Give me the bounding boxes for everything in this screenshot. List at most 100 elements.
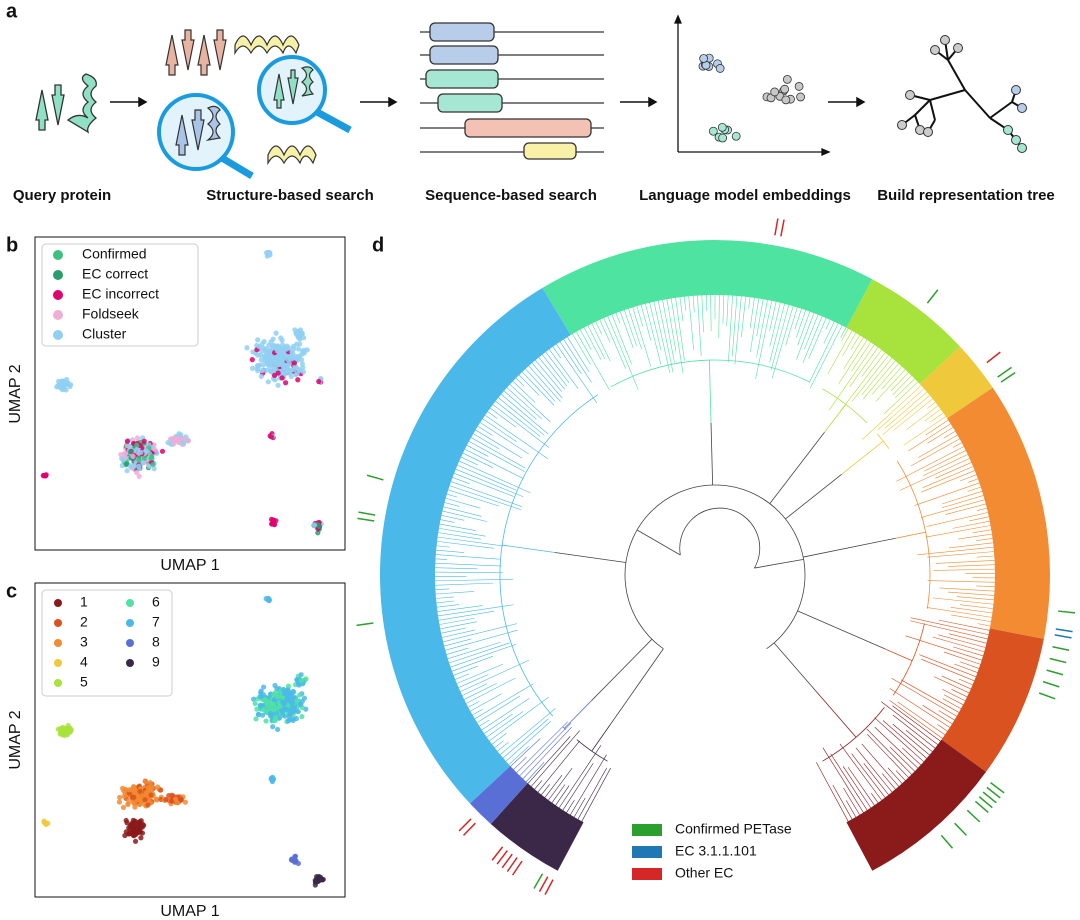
point: [137, 788, 143, 795]
point: [65, 723, 71, 729]
branch: [512, 756, 527, 771]
branch: [440, 627, 466, 634]
branch: [976, 538, 994, 541]
plot-frame: [34, 236, 346, 551]
branch: [440, 514, 465, 521]
branch: [443, 501, 460, 507]
branch: [434, 554, 500, 560]
point: [281, 691, 287, 697]
point: [58, 726, 64, 732]
point: [116, 799, 123, 805]
point: [159, 448, 166, 454]
branch: [797, 610, 886, 650]
branch: [439, 519, 455, 523]
branch: [969, 516, 990, 522]
branch: [476, 695, 521, 724]
branch: [908, 422, 952, 452]
branch: [479, 421, 529, 455]
branch: [906, 404, 940, 430]
branch: [927, 551, 996, 558]
branch: [756, 298, 768, 357]
point: [301, 695, 308, 701]
legend-swatch: [632, 824, 662, 836]
branch: [456, 464, 517, 491]
branch: [769, 301, 781, 347]
branch: [710, 294, 712, 332]
point: [155, 784, 161, 790]
branch: [437, 527, 486, 537]
point: [298, 677, 305, 684]
embedding-dot: [794, 82, 804, 91]
branch: [976, 507, 988, 512]
cluster-ring: [947, 387, 1050, 639]
branch: [555, 343, 597, 404]
point: [254, 706, 260, 712]
annotation-tick: [1038, 692, 1056, 700]
branch: [921, 469, 976, 493]
branch: [502, 544, 556, 553]
legend: 1 2 3 4 5 6 7 8 9: [41, 589, 173, 697]
branch: [823, 320, 835, 344]
point: [256, 343, 262, 349]
branch: [562, 726, 566, 730]
branch: [434, 582, 494, 586]
branch: [522, 727, 572, 780]
annotation-tick: [544, 879, 554, 895]
branch: [947, 591, 996, 596]
point: [152, 446, 158, 453]
branch: [914, 482, 981, 506]
tree-node: [1003, 125, 1013, 135]
point: [271, 701, 277, 708]
point: [275, 726, 281, 733]
branch: [505, 386, 542, 420]
query-protein-icon: [35, 73, 98, 134]
point: [299, 714, 305, 720]
branch: [591, 724, 611, 752]
branch: [796, 309, 807, 338]
branch: [653, 300, 671, 374]
branch: [861, 348, 883, 377]
point: [131, 794, 137, 800]
legend-swatch: [53, 290, 63, 300]
branch: [624, 484, 806, 650]
legend-swatch: [53, 310, 63, 320]
annotation-tick: [366, 474, 384, 481]
point: [289, 349, 295, 355]
branch: [548, 348, 579, 389]
branch: [461, 452, 494, 468]
annotation-tick: [458, 818, 472, 832]
point: [299, 361, 305, 367]
branch: [850, 334, 861, 350]
point: [265, 595, 271, 602]
point: [131, 463, 137, 469]
point: [126, 798, 132, 804]
branch: [895, 377, 916, 399]
point: [147, 780, 153, 786]
point: [145, 802, 151, 808]
embedding-dot: [708, 126, 718, 136]
point: [168, 798, 175, 804]
branch: [910, 438, 961, 467]
tree-node: [1011, 135, 1021, 145]
branch: [804, 313, 819, 350]
branch: [454, 468, 524, 498]
branch: [434, 591, 474, 595]
point: [148, 788, 154, 794]
point: [178, 796, 184, 802]
point: [66, 729, 72, 735]
branch: [490, 733, 507, 746]
branch: [502, 718, 549, 759]
point: [270, 336, 276, 342]
branch: [941, 675, 972, 690]
branch: [920, 499, 986, 518]
branch: [437, 532, 481, 540]
branch: [882, 394, 931, 436]
point: [140, 460, 146, 466]
branch: [603, 316, 626, 369]
branch: [734, 295, 742, 365]
branch: [932, 597, 995, 605]
branch: [472, 432, 500, 449]
point: [261, 367, 267, 373]
point: [60, 385, 66, 391]
cluster-ring: [941, 628, 1044, 772]
